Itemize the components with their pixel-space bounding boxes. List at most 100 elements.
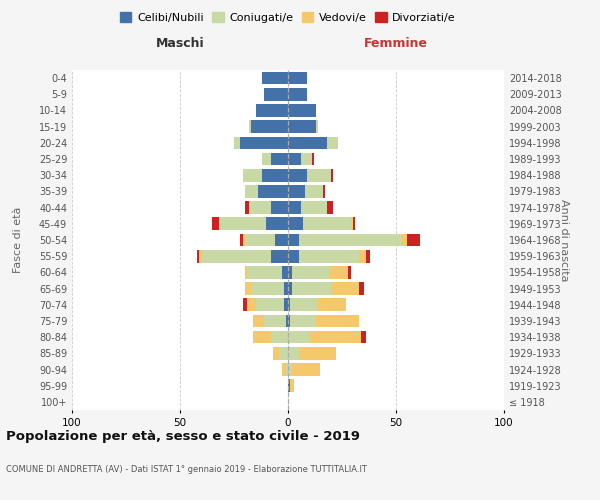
Bar: [323, 185, 325, 198]
Text: Maschi: Maschi: [155, 37, 205, 50]
Bar: [262, 152, 271, 166]
Bar: [331, 169, 334, 181]
Bar: [212, 218, 219, 230]
Bar: [281, 266, 288, 278]
Bar: [350, 218, 353, 230]
Bar: [366, 250, 370, 262]
Bar: [281, 363, 286, 376]
Bar: [271, 331, 288, 344]
Bar: [403, 234, 407, 246]
Bar: [407, 234, 420, 246]
Bar: [253, 331, 271, 344]
Text: Anni di nascita: Anni di nascita: [559, 198, 569, 281]
Bar: [245, 185, 258, 198]
Bar: [361, 331, 366, 344]
Bar: [329, 266, 349, 278]
Bar: [199, 250, 202, 262]
Bar: [327, 136, 338, 149]
Bar: [256, 104, 288, 117]
Legend: Celibi/Nubili, Coniugati/e, Vedovi/e, Divorziati/e: Celibi/Nubili, Coniugati/e, Vedovi/e, Di…: [116, 8, 460, 28]
Bar: [245, 266, 247, 278]
Bar: [264, 88, 288, 101]
Bar: [353, 218, 355, 230]
Bar: [288, 266, 292, 278]
Bar: [359, 250, 366, 262]
Bar: [288, 202, 301, 214]
Bar: [290, 380, 295, 392]
Bar: [256, 298, 284, 311]
Bar: [305, 185, 323, 198]
Bar: [288, 380, 290, 392]
Bar: [288, 282, 292, 295]
Bar: [266, 218, 288, 230]
Bar: [288, 234, 299, 246]
Bar: [299, 250, 359, 262]
Bar: [349, 266, 350, 278]
Bar: [242, 234, 245, 246]
Bar: [288, 314, 290, 328]
Bar: [288, 88, 307, 101]
Bar: [284, 282, 288, 295]
Bar: [253, 314, 264, 328]
Bar: [271, 152, 288, 166]
Bar: [316, 314, 359, 328]
Bar: [288, 72, 307, 85]
Bar: [288, 136, 327, 149]
Bar: [288, 152, 301, 166]
Bar: [301, 152, 312, 166]
Bar: [284, 298, 288, 311]
Bar: [290, 314, 316, 328]
Bar: [288, 185, 305, 198]
Bar: [288, 298, 290, 311]
Bar: [271, 250, 288, 262]
Bar: [202, 250, 271, 262]
Text: Fasce di età: Fasce di età: [13, 207, 23, 273]
Bar: [292, 282, 331, 295]
Bar: [280, 347, 288, 360]
Bar: [331, 282, 359, 295]
Bar: [299, 347, 335, 360]
Bar: [288, 120, 316, 133]
Bar: [286, 363, 288, 376]
Bar: [307, 169, 331, 181]
Bar: [273, 347, 280, 360]
Bar: [245, 202, 249, 214]
Bar: [299, 234, 403, 246]
Bar: [245, 282, 251, 295]
Text: Femmine: Femmine: [364, 37, 428, 50]
Bar: [197, 250, 199, 262]
Bar: [288, 363, 292, 376]
Bar: [310, 331, 361, 344]
Bar: [288, 169, 307, 181]
Text: Popolazione per età, sesso e stato civile - 2019: Popolazione per età, sesso e stato civil…: [6, 430, 360, 443]
Bar: [288, 331, 310, 344]
Bar: [247, 266, 281, 278]
Bar: [241, 136, 288, 149]
Bar: [262, 72, 288, 85]
Bar: [242, 298, 247, 311]
Bar: [247, 298, 256, 311]
Bar: [316, 120, 318, 133]
Bar: [359, 282, 364, 295]
Text: COMUNE DI ANDRETTA (AV) - Dati ISTAT 1° gennaio 2019 - Elaborazione TUTTITALIA.I: COMUNE DI ANDRETTA (AV) - Dati ISTAT 1° …: [6, 465, 367, 474]
Bar: [292, 266, 329, 278]
Bar: [271, 202, 288, 214]
Bar: [288, 218, 303, 230]
Bar: [245, 234, 275, 246]
Bar: [312, 152, 314, 166]
Bar: [251, 282, 284, 295]
Bar: [242, 169, 262, 181]
Bar: [262, 169, 288, 181]
Bar: [275, 234, 288, 246]
Bar: [318, 298, 346, 311]
Bar: [258, 185, 288, 198]
Bar: [288, 347, 299, 360]
Bar: [249, 202, 271, 214]
Bar: [234, 136, 241, 149]
Bar: [288, 250, 299, 262]
Bar: [301, 202, 327, 214]
Bar: [251, 120, 288, 133]
Bar: [292, 363, 320, 376]
Bar: [241, 234, 242, 246]
Bar: [290, 298, 318, 311]
